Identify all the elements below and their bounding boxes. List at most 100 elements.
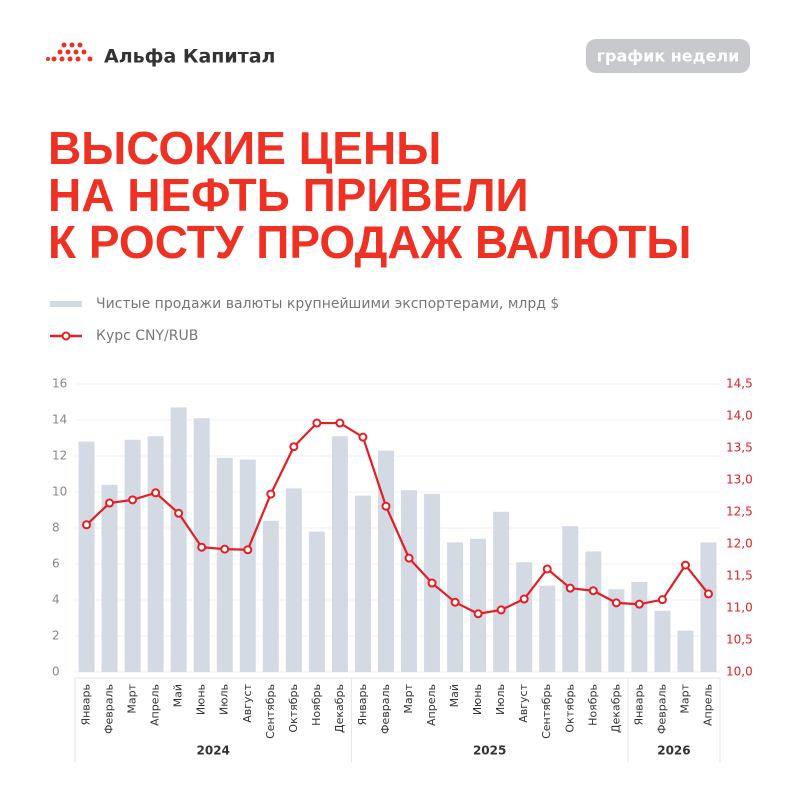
line-marker	[588, 586, 598, 596]
line-marker	[105, 498, 115, 508]
line-marker	[427, 578, 437, 588]
x-tick-label: Ноябрь	[586, 684, 599, 726]
bar	[354, 495, 371, 672]
y2-tick-label: 14,0	[726, 409, 753, 423]
bar	[470, 538, 487, 672]
y-tick-label: 2	[52, 629, 60, 643]
bar	[78, 441, 95, 672]
line-marker	[266, 489, 276, 499]
bar	[539, 585, 556, 672]
line-marker	[473, 609, 483, 619]
y-tick-label: 14	[52, 413, 67, 427]
x-tick-label: Июнь	[471, 684, 484, 715]
group-label: 2025	[473, 744, 506, 758]
line-marker	[565, 583, 575, 593]
bar	[331, 436, 348, 672]
y2-tick-label: 10,5	[726, 633, 753, 647]
bar	[308, 531, 325, 672]
x-tick-label: Февраль	[655, 684, 668, 734]
line-marker	[82, 520, 92, 530]
y2-tick-label: 12,0	[726, 537, 753, 551]
x-tick-label: Март	[402, 683, 415, 713]
bar	[516, 562, 533, 672]
x-tick-label: Сентябрь	[264, 684, 277, 739]
chart-title: К РОСТУ ПРОДАЖ ВАЛЮТЫ	[48, 216, 691, 268]
x-tick-label: Июль	[218, 684, 231, 715]
line-marker	[197, 542, 207, 552]
legend-label: Чистые продажи валюты крупнейшими экспор…	[96, 296, 559, 312]
x-tick-label: Апрель	[425, 684, 438, 726]
line	[85, 421, 710, 615]
x-tick-label: Июль	[494, 684, 507, 715]
x-tick-label: Февраль	[379, 684, 392, 734]
bar	[677, 630, 694, 672]
chart-title: ВЫСОКИЕ ЦЕНЫ	[48, 122, 441, 174]
bar	[170, 407, 187, 672]
y2-tick-label: 13,5	[726, 441, 753, 455]
x-tick-label: Июнь	[195, 684, 208, 715]
badge: график недели	[597, 47, 740, 66]
line-marker	[542, 564, 552, 574]
chart-title: НА НЕФТЬ ПРИВЕЛИ	[48, 169, 529, 221]
group-label: 2024	[197, 744, 230, 758]
y-tick-label: 12	[52, 449, 67, 463]
x-tick-label: Май	[172, 684, 185, 707]
line-marker	[289, 442, 299, 452]
line-marker	[680, 560, 690, 570]
x-tick-label: Декабрь	[333, 684, 346, 733]
x-tick-label: Май	[448, 684, 461, 707]
line-marker	[634, 599, 644, 609]
bar	[101, 484, 118, 672]
bar	[216, 457, 233, 672]
x-tick-label: Январь	[356, 684, 369, 726]
bar	[585, 551, 602, 672]
y-tick-label: 16	[52, 377, 67, 391]
bar	[562, 526, 579, 672]
y2-tick-label: 10,0	[726, 665, 753, 679]
bar	[493, 511, 510, 672]
line-marker	[657, 595, 667, 605]
x-tick-label: Март	[126, 683, 139, 713]
bar	[654, 610, 671, 672]
group-label: 2026	[657, 744, 690, 758]
y-tick-label: 6	[52, 557, 60, 571]
x-tick-label: Декабрь	[609, 684, 622, 733]
bar	[377, 450, 394, 672]
line-marker	[496, 605, 506, 615]
bar	[124, 439, 141, 672]
bar	[447, 542, 464, 672]
y-tick-label: 4	[52, 593, 60, 607]
y2-tick-label: 11,0	[726, 601, 753, 615]
line-marker	[450, 597, 460, 607]
x-tick-label: Январь	[80, 684, 93, 726]
bar	[262, 520, 279, 672]
x-tick-label: Август	[517, 683, 530, 722]
line-marker	[312, 418, 322, 428]
x-tick-label: Март	[678, 683, 691, 713]
x-tick-label: Август	[241, 683, 254, 722]
x-tick-label: Апрель	[701, 684, 714, 726]
legend-label: Курс CNY/RUB	[96, 328, 198, 344]
bar	[239, 459, 256, 672]
x-tick-label: Сентябрь	[540, 684, 553, 739]
line-marker	[335, 418, 345, 428]
y-tick-label: 10	[52, 485, 67, 499]
x-tick-label: Ноябрь	[310, 684, 323, 726]
bar	[401, 490, 418, 672]
legend-swatch	[50, 301, 82, 307]
line-marker	[174, 508, 184, 518]
bar	[285, 488, 302, 672]
x-tick-label: Апрель	[149, 684, 162, 726]
line-marker	[611, 598, 621, 608]
line-marker	[220, 544, 230, 554]
bar	[147, 436, 164, 672]
y2-tick-label: 14,5	[726, 377, 753, 391]
y2-tick-label: 13,0	[726, 473, 753, 487]
bar	[608, 589, 625, 672]
x-tick-label: Февраль	[103, 684, 116, 734]
line-marker	[243, 545, 253, 555]
line-marker	[404, 553, 414, 563]
line-marker	[381, 501, 391, 511]
y-tick-label: 0	[52, 665, 60, 679]
